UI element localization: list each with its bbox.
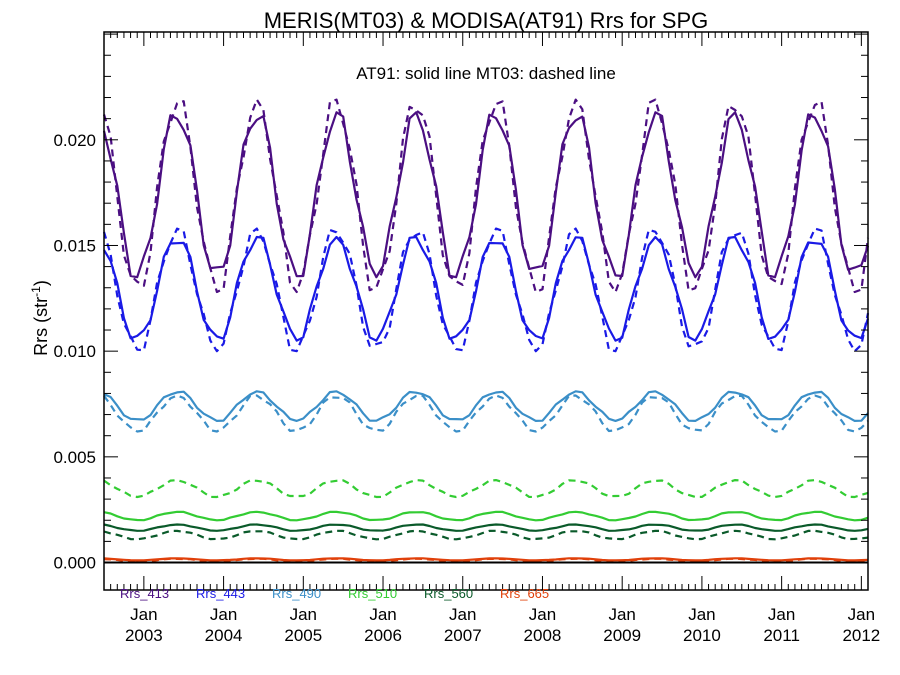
plot-frame bbox=[103, 31, 869, 591]
y-axis-label-close: ) bbox=[31, 280, 51, 286]
series-line-rrs-510-mt03 bbox=[103, 479, 869, 499]
series-line-rrs-413-mt03 bbox=[102, 98, 870, 294]
y-tick-label: 0.015 bbox=[53, 236, 96, 255]
x-tick-month-label: Jan bbox=[130, 605, 157, 624]
x-tick-month-label: Jan bbox=[449, 605, 476, 624]
legend-entry: Rrs_510 bbox=[348, 586, 397, 601]
legend-entry: Rrs_665 bbox=[500, 586, 549, 601]
x-tick-month-label: Jan bbox=[210, 605, 237, 624]
axes: 0.000 0.005 0.010 0.015 0.020 Jan 2003 Jan 2004 J… bbox=[53, 32, 880, 645]
x-tick-month-label: Jan bbox=[768, 605, 795, 624]
x-tick-year-label: 2005 bbox=[284, 626, 322, 645]
x-tick-year-label: 2003 bbox=[125, 626, 163, 645]
legend-entry: Rrs_443 bbox=[196, 586, 245, 601]
x-tick-year-label: 2004 bbox=[205, 626, 243, 645]
y-tick-label: 0.020 bbox=[53, 131, 96, 150]
x-tick-year-label: 2008 bbox=[524, 626, 562, 645]
series-lines bbox=[102, 98, 870, 563]
series-line-rrs-443-mt03 bbox=[102, 227, 870, 353]
y-axis-label: Rrs (str-1) bbox=[29, 280, 51, 356]
x-tick-month-label: Jan bbox=[608, 605, 635, 624]
y-axis-label-sup: -1 bbox=[29, 286, 43, 297]
x-tick-year-label: 2006 bbox=[364, 626, 402, 645]
x-tick-month-label: Jan bbox=[529, 605, 556, 624]
x-tick-month-label: Jan bbox=[848, 605, 875, 624]
legend-entry: Rrs_490 bbox=[272, 586, 321, 601]
x-tick-month-label: Jan bbox=[369, 605, 396, 624]
chart-title: MERIS(MT03) & MODISA(AT91) Rrs for SPG bbox=[264, 8, 709, 33]
y-tick-label: 0.010 bbox=[53, 342, 96, 361]
line-style-annotation: AT91: solid line MT03: dashed line bbox=[356, 64, 616, 83]
series-line-rrs-560-mt03 bbox=[103, 529, 869, 541]
x-tick-month-label: Jan bbox=[688, 605, 715, 624]
y-tick-label: 0.000 bbox=[53, 554, 96, 573]
y-tick-label: 0.005 bbox=[53, 448, 96, 467]
series-line-rrs-490-mt03 bbox=[103, 394, 869, 433]
x-tick-year-label: 2011 bbox=[763, 626, 800, 645]
x-tick-year-label: 2009 bbox=[603, 626, 641, 645]
series-line-rrs-510-at91 bbox=[103, 510, 869, 522]
x-tick-year-label: 2007 bbox=[444, 626, 482, 645]
x-tick-year-label: 2010 bbox=[683, 626, 721, 645]
legend-entry: Rrs_560 bbox=[424, 586, 473, 601]
legend-entry: Rrs_413 bbox=[120, 586, 169, 601]
series-line-rrs-665-mt03 bbox=[103, 557, 869, 563]
x-tick-month-label: Jan bbox=[290, 605, 317, 624]
x-tick-year-label: 2012 bbox=[842, 626, 880, 645]
series-line-rrs-490-at91 bbox=[103, 390, 869, 422]
series-line-rrs-560-at91 bbox=[103, 523, 869, 532]
y-axis-label-main: Rrs (str bbox=[31, 297, 51, 356]
legend: Rrs_413 Rrs_443 Rrs_490 Rrs_510 Rrs_560 Rrs_6… bbox=[120, 586, 549, 601]
